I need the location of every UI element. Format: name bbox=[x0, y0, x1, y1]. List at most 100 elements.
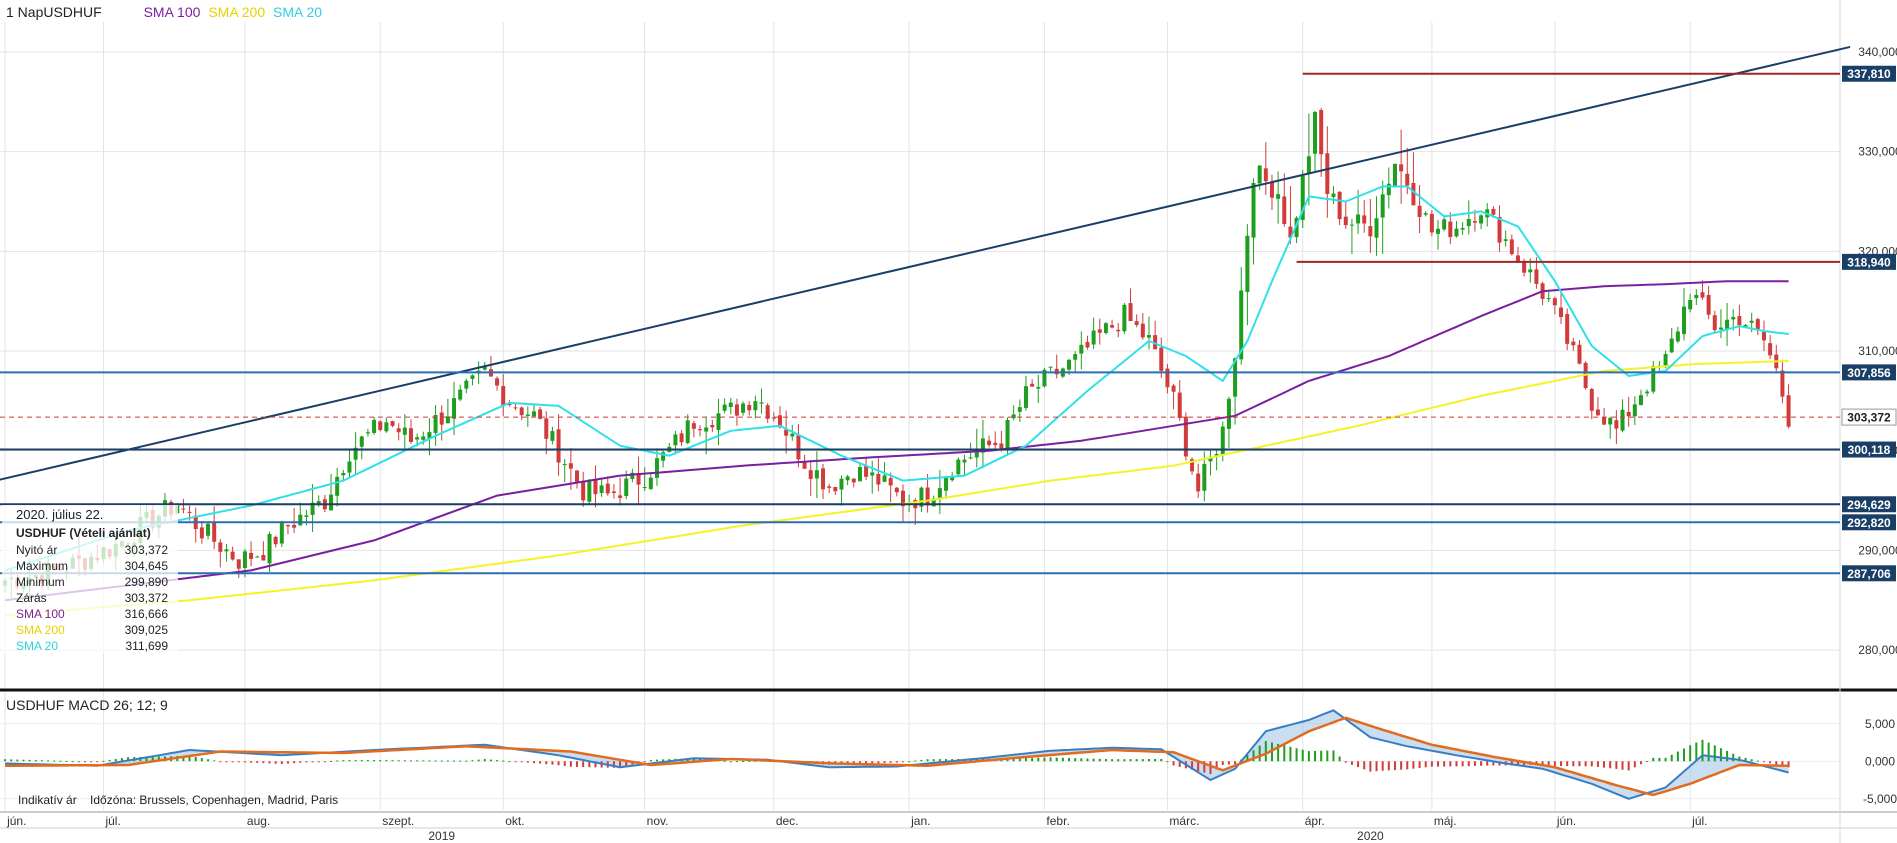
macd-histogram-bar bbox=[1018, 758, 1021, 762]
macd-histogram-bar bbox=[1332, 750, 1335, 762]
candle bbox=[1245, 224, 1250, 326]
price-level-label: 287,706 bbox=[1847, 567, 1891, 581]
macd-histogram-bar bbox=[1074, 758, 1077, 762]
candle bbox=[1239, 266, 1244, 365]
candle bbox=[605, 476, 610, 496]
data-window-row-label: SMA 20 bbox=[16, 639, 59, 653]
candle bbox=[864, 457, 869, 481]
candle bbox=[894, 486, 899, 497]
candle-body bbox=[292, 524, 297, 528]
candle bbox=[796, 424, 801, 468]
legend-sma100[interactable]: SMA 100 bbox=[143, 4, 201, 20]
macd-histogram-bar bbox=[1541, 761, 1544, 765]
candle-body bbox=[1638, 395, 1643, 406]
macd-histogram-bar bbox=[1615, 761, 1618, 769]
candle-body bbox=[1712, 315, 1717, 331]
grid-lines bbox=[0, 22, 1840, 810]
macd-histogram-bar bbox=[59, 760, 62, 762]
candle-body bbox=[1405, 173, 1410, 186]
candle-body bbox=[698, 429, 703, 431]
data-window-row-label: Maximum bbox=[16, 559, 69, 573]
macd-fill bbox=[5, 710, 1789, 799]
candle-body bbox=[273, 536, 278, 545]
candle bbox=[1780, 359, 1785, 404]
candle-body bbox=[1362, 215, 1367, 224]
candle-body bbox=[390, 421, 395, 426]
month-label: júl. bbox=[104, 814, 120, 828]
candle bbox=[1190, 457, 1195, 475]
candle-body bbox=[1614, 420, 1619, 429]
candle bbox=[1712, 310, 1717, 334]
price-level-label: 337,810 bbox=[1847, 67, 1891, 81]
candle bbox=[501, 374, 506, 417]
candle-body bbox=[1460, 228, 1465, 230]
candle-body bbox=[605, 483, 610, 494]
macd-histogram-bar bbox=[735, 761, 738, 763]
legend-sma200[interactable]: SMA 200 bbox=[208, 4, 266, 20]
candle bbox=[821, 463, 826, 500]
month-label: okt. bbox=[505, 814, 524, 828]
macd-histogram-bar bbox=[1572, 761, 1575, 767]
candle-body bbox=[1632, 404, 1637, 417]
candle-body bbox=[372, 419, 377, 433]
candle bbox=[292, 508, 297, 534]
candle-body bbox=[230, 551, 235, 560]
candle bbox=[1097, 318, 1102, 345]
candle bbox=[1645, 389, 1650, 397]
macd-histogram-bar bbox=[1769, 761, 1772, 764]
macd-histogram-bar bbox=[582, 761, 585, 768]
macd-histogram-bar bbox=[299, 761, 302, 763]
candle-body bbox=[1682, 306, 1687, 335]
macd-histogram-bar bbox=[852, 761, 855, 764]
macd-histogram-bar bbox=[71, 761, 74, 763]
macd-histogram-bar bbox=[1258, 745, 1261, 762]
macd-histogram-bar bbox=[1314, 750, 1317, 762]
candle bbox=[556, 414, 561, 476]
macd-histogram-bar bbox=[539, 761, 542, 764]
macd-histogram-bar bbox=[1363, 761, 1366, 770]
candle bbox=[728, 397, 733, 415]
period-label[interactable]: 1 Nap bbox=[6, 4, 44, 20]
price-levels: 337,810 318,940 307,856 303,372 300,118 294,6… bbox=[0, 65, 1897, 582]
candle bbox=[550, 426, 555, 445]
macd-histogram-bar bbox=[1068, 757, 1071, 762]
candle-body bbox=[1768, 343, 1773, 356]
macd-histogram-bar bbox=[127, 757, 130, 762]
macd-histogram-bar bbox=[865, 761, 868, 764]
macd-histogram-bar bbox=[428, 760, 431, 762]
candle-body bbox=[1294, 217, 1299, 238]
price-level-tag bbox=[1842, 364, 1896, 381]
macd-histogram-bar bbox=[1141, 759, 1144, 762]
candle-body bbox=[513, 407, 518, 409]
candle-body bbox=[1608, 417, 1613, 425]
macd-histogram-bar bbox=[1209, 761, 1212, 775]
macd-axis: 5,000 0,000 -5,000 bbox=[1863, 717, 1897, 806]
price-level-label: 307,856 bbox=[1847, 366, 1891, 380]
data-window: 2020. július 22. USDHUF (Vételi ajánlat)… bbox=[2, 505, 178, 654]
candle bbox=[1429, 210, 1434, 237]
macd-histogram-bar bbox=[77, 761, 80, 763]
legend-sma20[interactable]: SMA 20 bbox=[273, 4, 323, 20]
candle-body bbox=[298, 514, 303, 526]
candle bbox=[1103, 322, 1108, 335]
macd-histogram-bar bbox=[1252, 750, 1255, 762]
candle bbox=[1638, 389, 1643, 406]
symbol-label[interactable]: USDHUF bbox=[43, 4, 102, 20]
candle-body bbox=[710, 425, 715, 428]
candle-body bbox=[1522, 261, 1527, 273]
macd-histogram-bar bbox=[157, 756, 160, 762]
candle bbox=[698, 425, 703, 437]
candle bbox=[1565, 308, 1570, 351]
timezone-label[interactable]: Időzóna: Brussels, Copenhagen, Madrid, P… bbox=[90, 793, 339, 807]
macd-histogram-bar bbox=[1418, 761, 1421, 768]
macd-histogram-bar bbox=[563, 761, 566, 766]
candle bbox=[1737, 304, 1742, 336]
candle bbox=[273, 535, 278, 548]
candle bbox=[372, 417, 377, 435]
price-level-tag bbox=[1842, 565, 1896, 582]
macd-histogram-bar bbox=[1387, 761, 1390, 771]
macd-histogram-bar bbox=[520, 761, 523, 763]
macd-histogram-bar bbox=[280, 761, 283, 764]
macd-histogram-bar bbox=[1412, 761, 1415, 769]
